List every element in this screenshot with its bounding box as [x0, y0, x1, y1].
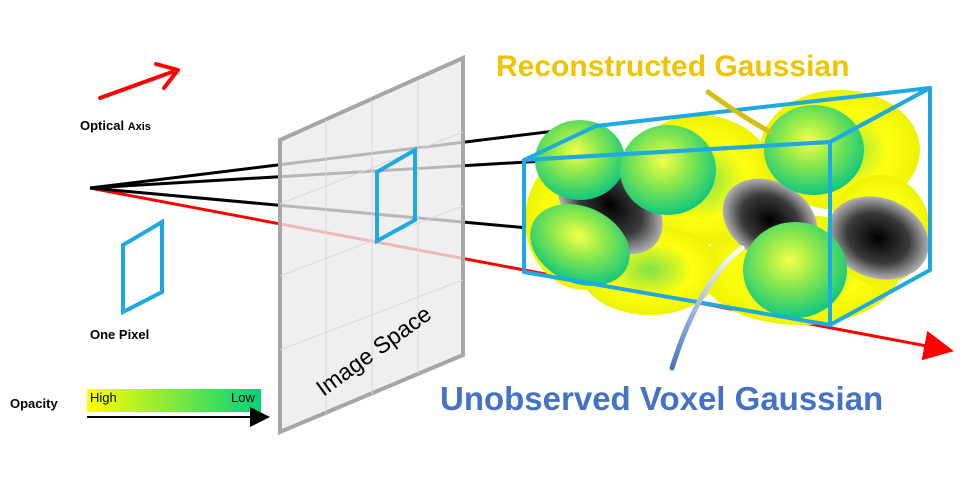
pixel-legend-icon: [121, 218, 164, 316]
reconstructed-gaussian: [764, 105, 864, 195]
reconstructed-pointer: [705, 89, 773, 135]
optical-axis-label-small: Axis: [127, 121, 151, 133]
opacity-scale: [87, 389, 270, 427]
image-plane-pixel: [375, 146, 417, 245]
voxel-box: [522, 86, 932, 327]
one-pixel-label: One Pixel: [90, 327, 150, 342]
unobserved-pointer: [669, 245, 745, 371]
reconstructed-gaussian: [620, 125, 716, 215]
opacity-low-label: Low: [231, 390, 255, 405]
image-plane: [278, 54, 465, 436]
opacity-high-label: High: [90, 390, 117, 405]
opacity-label: Opacity: [10, 396, 58, 411]
gaussian-cluster: [525, 90, 930, 325]
reconstructed-gaussian: [743, 222, 847, 318]
reconstructed-gaussian: [535, 120, 625, 200]
unobserved-gaussian: [827, 196, 929, 280]
optical-axis-label-main: Optical: [80, 118, 128, 133]
unobserved-voxel-gaussian-label: Unobserved Voxel Gaussian: [440, 380, 884, 417]
reconstructed-gaussian: [530, 204, 630, 286]
optical-axis-arrow: [98, 62, 180, 100]
optical-axis-label: Optical Axis: [80, 118, 151, 133]
reconstructed-gaussian-label: Reconstructed Gaussian: [496, 50, 850, 83]
